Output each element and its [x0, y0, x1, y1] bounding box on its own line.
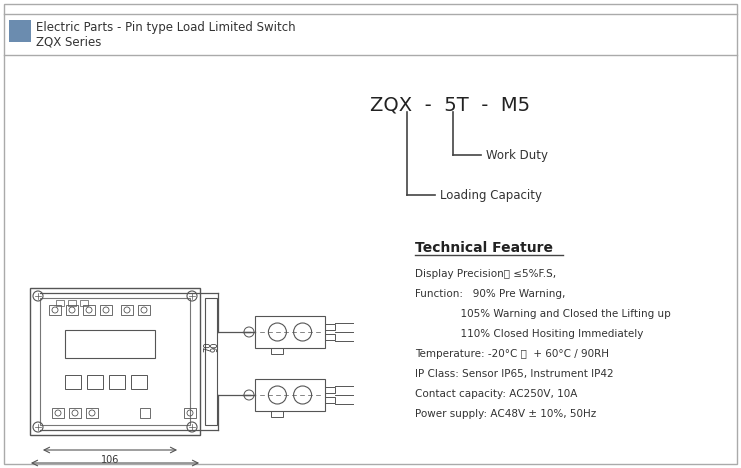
Bar — [69, 408, 81, 418]
Bar — [49, 305, 61, 315]
Bar — [68, 300, 76, 306]
Bar — [80, 300, 88, 306]
Bar — [86, 408, 98, 418]
Text: Contact capacity: AC250V, 10A: Contact capacity: AC250V, 10A — [415, 389, 577, 399]
Bar — [100, 305, 112, 315]
Bar — [30, 288, 200, 435]
Text: Power supply: AC48V ± 10%, 50Hz: Power supply: AC48V ± 10%, 50Hz — [415, 409, 597, 419]
Bar — [9, 20, 31, 42]
Text: 110% Closed Hositing Immediately: 110% Closed Hositing Immediately — [415, 329, 643, 339]
Bar — [109, 375, 125, 389]
Bar — [325, 397, 335, 403]
Bar — [255, 379, 325, 411]
Bar — [271, 411, 283, 417]
Bar — [325, 387, 335, 393]
Bar — [325, 334, 335, 340]
Bar — [140, 408, 150, 418]
Bar — [205, 298, 217, 425]
Bar — [87, 375, 103, 389]
Bar — [255, 316, 325, 348]
Text: Electric Parts - Pin type Load Limited Switch: Electric Parts - Pin type Load Limited S… — [36, 22, 296, 35]
Bar — [271, 348, 283, 354]
Text: 70: 70 — [203, 341, 212, 352]
Text: Function:   90% Pre Warning,: Function: 90% Pre Warning, — [415, 289, 565, 299]
Bar — [56, 300, 64, 306]
Bar — [138, 305, 150, 315]
Text: Technical Feature: Technical Feature — [415, 241, 553, 255]
Text: 105% Warning and Closed the Lifting up: 105% Warning and Closed the Lifting up — [415, 309, 671, 319]
Bar — [66, 305, 78, 315]
Text: Loading Capacity: Loading Capacity — [440, 189, 542, 202]
Bar — [40, 298, 190, 425]
Bar — [65, 375, 81, 389]
Text: ZQX  -  5T  -  M5: ZQX - 5T - M5 — [370, 95, 530, 115]
Bar — [131, 375, 147, 389]
Bar — [121, 305, 133, 315]
Text: Display Precision： ≤5%F.S,: Display Precision： ≤5%F.S, — [415, 269, 556, 279]
Text: 90: 90 — [210, 341, 219, 352]
Text: Work Duty: Work Duty — [486, 148, 548, 161]
Bar — [52, 408, 64, 418]
Bar — [83, 305, 95, 315]
Text: Temperature: -20°C ～  + 60°C / 90RH: Temperature: -20°C ～ + 60°C / 90RH — [415, 349, 609, 359]
Text: 106: 106 — [101, 455, 119, 465]
Bar — [325, 324, 335, 330]
Bar — [65, 330, 155, 358]
Bar — [184, 408, 196, 418]
Text: ZQX Series: ZQX Series — [36, 36, 102, 49]
Text: IP Class: Sensor IP65, Instrument IP42: IP Class: Sensor IP65, Instrument IP42 — [415, 369, 614, 379]
